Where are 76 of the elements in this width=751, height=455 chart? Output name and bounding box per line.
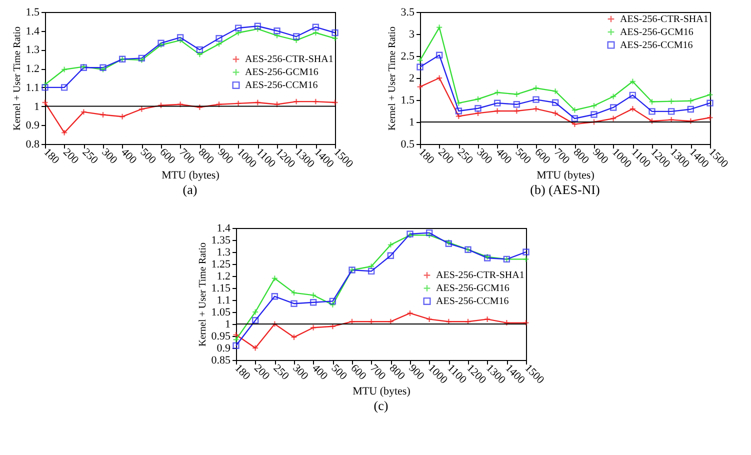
y-tick-label: 1.35 [210, 234, 230, 246]
x-tick-label: 800 [196, 146, 216, 167]
y-tick-label: 1 [34, 100, 40, 113]
x-tick-label: 200 [436, 146, 456, 167]
x-axis-title: MTU (bytes) [536, 170, 595, 182]
x-tick-label: 1000 [425, 362, 450, 387]
x-tick-label: 500 [513, 146, 534, 167]
x-tick-label: 700 [176, 146, 197, 167]
y-tick-label: 0.5 [401, 138, 416, 150]
x-tick-label: 800 [386, 362, 407, 383]
y-tick-label: 1.25 [210, 258, 230, 270]
x-tick-label: 250 [80, 146, 100, 167]
y-tick-label: 1 [224, 318, 230, 330]
y-tick-label: 3 [409, 28, 416, 40]
y-tick-label: 0.9 [216, 342, 230, 354]
y-tick-label: 1.3 [26, 44, 40, 56]
x-tick-label: 900 [215, 146, 236, 167]
y-tick-label: 1.5 [26, 6, 40, 18]
x-tick-label: 180 [416, 146, 438, 167]
x-tick-label: 300 [290, 362, 310, 383]
y-tick-label: 1.1 [26, 82, 40, 94]
y-tick-label: 1.4 [216, 222, 230, 234]
x-tick-label: 200 [251, 362, 272, 383]
y-tick-label: 1.2 [216, 270, 230, 282]
x-tick-label: 900 [406, 362, 426, 383]
x-tick-label: 500 [138, 146, 158, 167]
y-tick-label: 0.9 [26, 120, 40, 132]
y-axis-title: Kernel + User Time Ratio [387, 26, 398, 130]
y-tick-label: 2 [409, 72, 415, 84]
y-tick-label: 1.4 [26, 25, 40, 38]
x-tick-label: 250 [270, 362, 291, 383]
x-tick-label: 300 [99, 146, 120, 167]
text: (b) (AES-NI) [530, 182, 600, 198]
y-tick-label: 1.15 [210, 282, 230, 294]
y-tick-label: 0.8 [26, 138, 40, 150]
x-tick-label: 900 [590, 146, 612, 167]
legend-label: AES-256-GCM16 [244, 67, 318, 78]
y-tick-label: 0.95 [210, 330, 230, 342]
x-tick-label: 400 [309, 362, 330, 383]
text: (a) [182, 182, 197, 198]
legend-label: AES-256-CCM16 [436, 296, 508, 308]
x-tick-label: 400 [494, 146, 514, 167]
legend-label: AES-256-GCM16 [620, 27, 694, 38]
y-tick-label: 1 [409, 116, 415, 128]
y-tick-label: 1.3 [216, 246, 230, 258]
y-tick-label: 1.05 [210, 306, 230, 318]
y-tick-label: 3.5 [401, 6, 416, 18]
legend-label: AES-256-CTR-SHA1 [436, 270, 524, 282]
legend-label: AES-256-CTR-SHA1 [244, 54, 334, 66]
x-tick-label: 500 [328, 362, 349, 383]
y-axis-title: Kernel + User Time Ratio [12, 26, 22, 130]
x-tick-label: 700 [552, 146, 572, 167]
x-tick-label: 180 [232, 362, 252, 383]
x-tick-label: 600 [157, 146, 178, 167]
legend-label: AES-256-CTR-SHA1 [620, 14, 709, 25]
x-axis-title: MTU (bytes) [161, 170, 220, 182]
y-tick-label: 1.2 [26, 63, 40, 76]
x-tick-label: 800 [571, 146, 592, 167]
x-tick-label: 600 [532, 146, 554, 167]
y-tick-label: 1.5 [401, 94, 416, 106]
text: (c) [373, 398, 388, 414]
x-tick-label: 250 [455, 146, 476, 167]
legend-label: AES-256-CCM16 [620, 40, 694, 51]
x-tick-label: 700 [367, 362, 388, 383]
x-tick-label: 200 [60, 146, 81, 167]
y-tick-label: 1.1 [216, 294, 230, 306]
y-axis-title: Kernel + User Time Ratio [196, 242, 208, 346]
x-tick-label: 180 [41, 146, 62, 167]
legend-label: AES-256-CCM16 [244, 80, 318, 92]
y-tick-label: 2.5 [401, 50, 416, 62]
x-tick-label: 400 [118, 146, 139, 167]
y-tick-label: 0.85 [210, 354, 230, 366]
x-axis-title: MTU (bytes) [352, 386, 410, 398]
x-tick-label: 600 [348, 362, 368, 383]
x-tick-label: 300 [474, 146, 496, 167]
legend-label: AES-256-GCM16 [436, 283, 509, 294]
